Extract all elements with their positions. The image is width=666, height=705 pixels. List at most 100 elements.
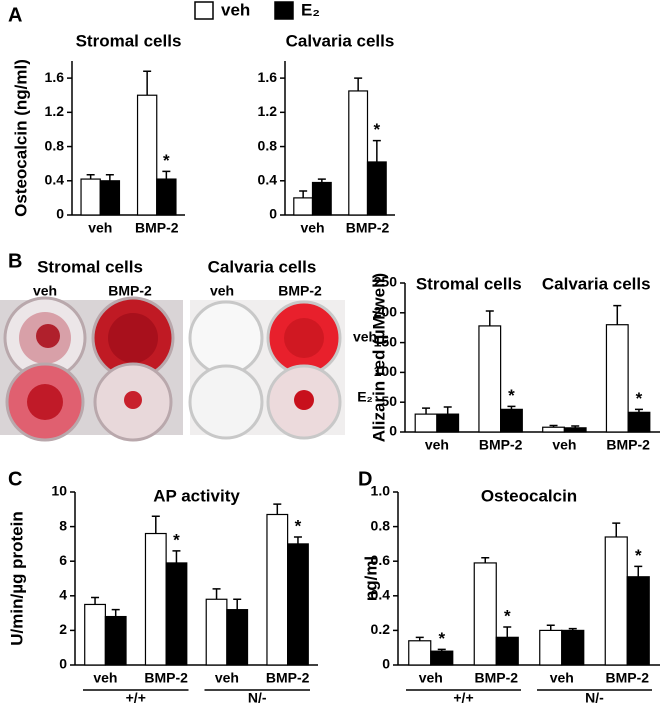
bar (430, 650, 454, 666)
error-bar-line (507, 405, 516, 410)
bar (366, 161, 387, 216)
error-bar (273, 503, 282, 515)
y-tick-label: 1.2 (258, 103, 278, 119)
error-bar-line (111, 608, 120, 617)
image-title: Calvaria cells (208, 257, 317, 276)
error-bar-line (443, 406, 452, 415)
error-bar (105, 174, 114, 181)
panel-label: D (358, 468, 372, 490)
error-bar-line (613, 304, 622, 325)
error-bar-line (86, 174, 95, 180)
y-tick-label: 0 (382, 656, 390, 672)
chart-title: Calvaria cells (286, 31, 395, 50)
error-bar-line (422, 407, 431, 415)
error-bar (151, 515, 160, 534)
legend-swatch (194, 1, 214, 20)
error-bar (612, 522, 621, 537)
significance-label: * (504, 606, 511, 625)
x-tick-label: BMP-2 (605, 670, 649, 686)
error-bar (571, 425, 580, 428)
panel-label: B (8, 250, 22, 272)
image-column-label: veh (33, 283, 57, 299)
x-tick-label: BMP-2 (479, 437, 523, 453)
bar (626, 576, 650, 666)
group-label: N/- (585, 690, 604, 705)
panel-label: C (8, 468, 22, 490)
y-tick-label: 2 (59, 621, 67, 637)
bar (293, 197, 314, 216)
y-tick-label: 150 (374, 333, 398, 349)
error-bar (372, 139, 381, 162)
error-bar-line (105, 174, 114, 181)
image-row-label: veh (353, 329, 377, 345)
error-bar (481, 556, 490, 563)
error-bar (91, 596, 100, 605)
bar (473, 562, 497, 666)
error-bar-line (549, 424, 558, 428)
error-bar (172, 550, 181, 563)
error-bar-line (415, 636, 424, 641)
y-tick-label: 0 (59, 656, 67, 672)
x-tick-label: BMP-2 (606, 437, 650, 453)
bar (287, 543, 309, 666)
error-bar (437, 648, 446, 652)
image-column-label: veh (210, 283, 234, 299)
bar (80, 178, 101, 216)
x-tick-label: BMP-2 (135, 220, 179, 236)
error-bar-line (546, 624, 555, 631)
error-bar (293, 536, 302, 544)
bar (478, 325, 502, 433)
error-bar-line (212, 588, 221, 600)
error-bar-line (481, 556, 490, 563)
error-bar (546, 624, 555, 631)
bar (436, 413, 460, 433)
error-bar-line (151, 515, 160, 534)
y-tick-label: 250 (374, 274, 398, 290)
error-bar-line (317, 178, 326, 183)
stromal-photo (0, 296, 183, 442)
error-bar-line (233, 598, 242, 610)
error-bar-line (299, 190, 308, 198)
y-axis-label: Osteocalcin (ng/ml) (11, 59, 30, 217)
x-tick-label: veh (300, 220, 324, 236)
x-tick-label: veh (215, 670, 239, 686)
bar (500, 408, 523, 433)
error-bar (299, 190, 308, 198)
y-tick-label: 0.4 (258, 171, 278, 187)
y-tick-label: 1.6 (258, 69, 278, 85)
bar (226, 609, 249, 666)
bar (604, 536, 628, 666)
error-bar (415, 636, 424, 641)
error-bar (354, 77, 363, 91)
bar (104, 615, 127, 666)
error-bar (507, 405, 516, 410)
error-bar-line (91, 596, 100, 605)
y-tick-label: 4 (59, 587, 67, 603)
image-title: Stromal cells (37, 257, 143, 276)
bar (495, 636, 519, 666)
y-tick-label: 50 (381, 393, 397, 409)
x-tick-label: veh (425, 437, 449, 453)
y-axis-label: U/min/µg protein (7, 511, 26, 645)
x-tick-label: veh (93, 670, 117, 686)
significance-label: * (295, 516, 302, 535)
y-tick-label: 0.8 (258, 137, 278, 153)
bar (348, 90, 369, 216)
error-bar (422, 407, 431, 415)
x-tick-label: veh (88, 220, 112, 236)
error-bar (503, 626, 512, 638)
bar (144, 532, 167, 666)
error-bar-line (354, 77, 363, 91)
bar (136, 94, 158, 216)
error-bar-line (273, 503, 282, 515)
error-bar-line (634, 565, 643, 577)
error-bar (212, 588, 221, 600)
bar (627, 411, 651, 433)
image-row-label: E₂ (357, 389, 373, 405)
error-bar (634, 408, 643, 413)
group-label: +/+ (453, 690, 473, 705)
error-bar-line (571, 425, 580, 428)
legend-swatch (274, 1, 294, 20)
error-bar-line (503, 626, 512, 638)
